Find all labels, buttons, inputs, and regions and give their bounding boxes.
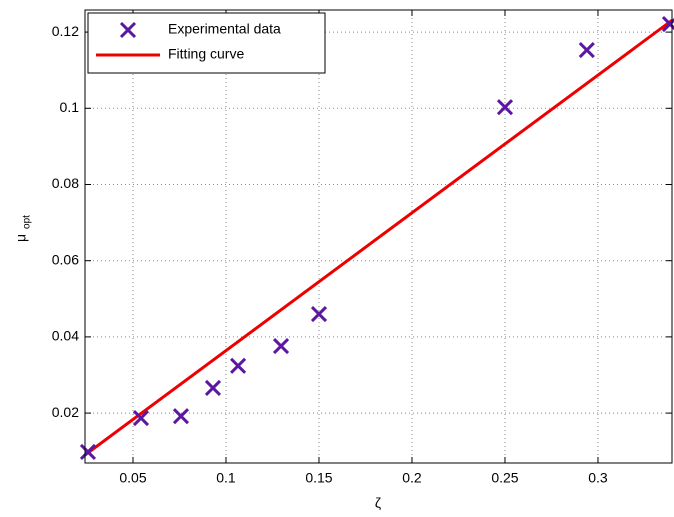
x-axis-label: ζ <box>375 495 381 511</box>
legend: Experimental data Fitting curve <box>87 12 326 74</box>
y-tick-label: 0.1 <box>60 99 80 115</box>
legend-box <box>87 12 326 74</box>
marker <box>79 443 97 461</box>
marker <box>204 379 222 397</box>
plot-frame <box>84 9 673 464</box>
y-tick-label: 0.02 <box>52 404 79 420</box>
y-tick-label: 0.08 <box>52 175 79 191</box>
y-axis-label-group: μ opt <box>13 215 33 242</box>
x-tick-label: 0.15 <box>305 470 332 486</box>
marker <box>496 99 514 116</box>
x-tick-label: 0.05 <box>119 470 146 486</box>
x-tick-label: 0.2 <box>402 470 422 486</box>
y-axis-label: μ <box>13 234 29 242</box>
marker <box>661 16 674 33</box>
marker <box>119 21 137 39</box>
y-tick-label: 0.04 <box>52 328 79 344</box>
marker <box>132 409 150 427</box>
marker <box>272 337 290 355</box>
legend-label: Fitting curve <box>168 46 244 62</box>
y-tick-label: 0.12 <box>52 23 79 39</box>
x-tick-label: 0.1 <box>216 470 236 486</box>
y-tick-label: 0.06 <box>52 251 79 267</box>
legend-label: Experimental data <box>168 21 281 37</box>
x-tick-label: 0.3 <box>588 470 608 486</box>
fit-line <box>85 19 672 457</box>
x-tick-label: 0.25 <box>491 470 518 486</box>
marker <box>578 41 595 59</box>
y-axis-label-sub: opt <box>22 215 33 229</box>
marker <box>230 357 247 374</box>
marker <box>172 408 190 425</box>
marker <box>310 305 328 323</box>
